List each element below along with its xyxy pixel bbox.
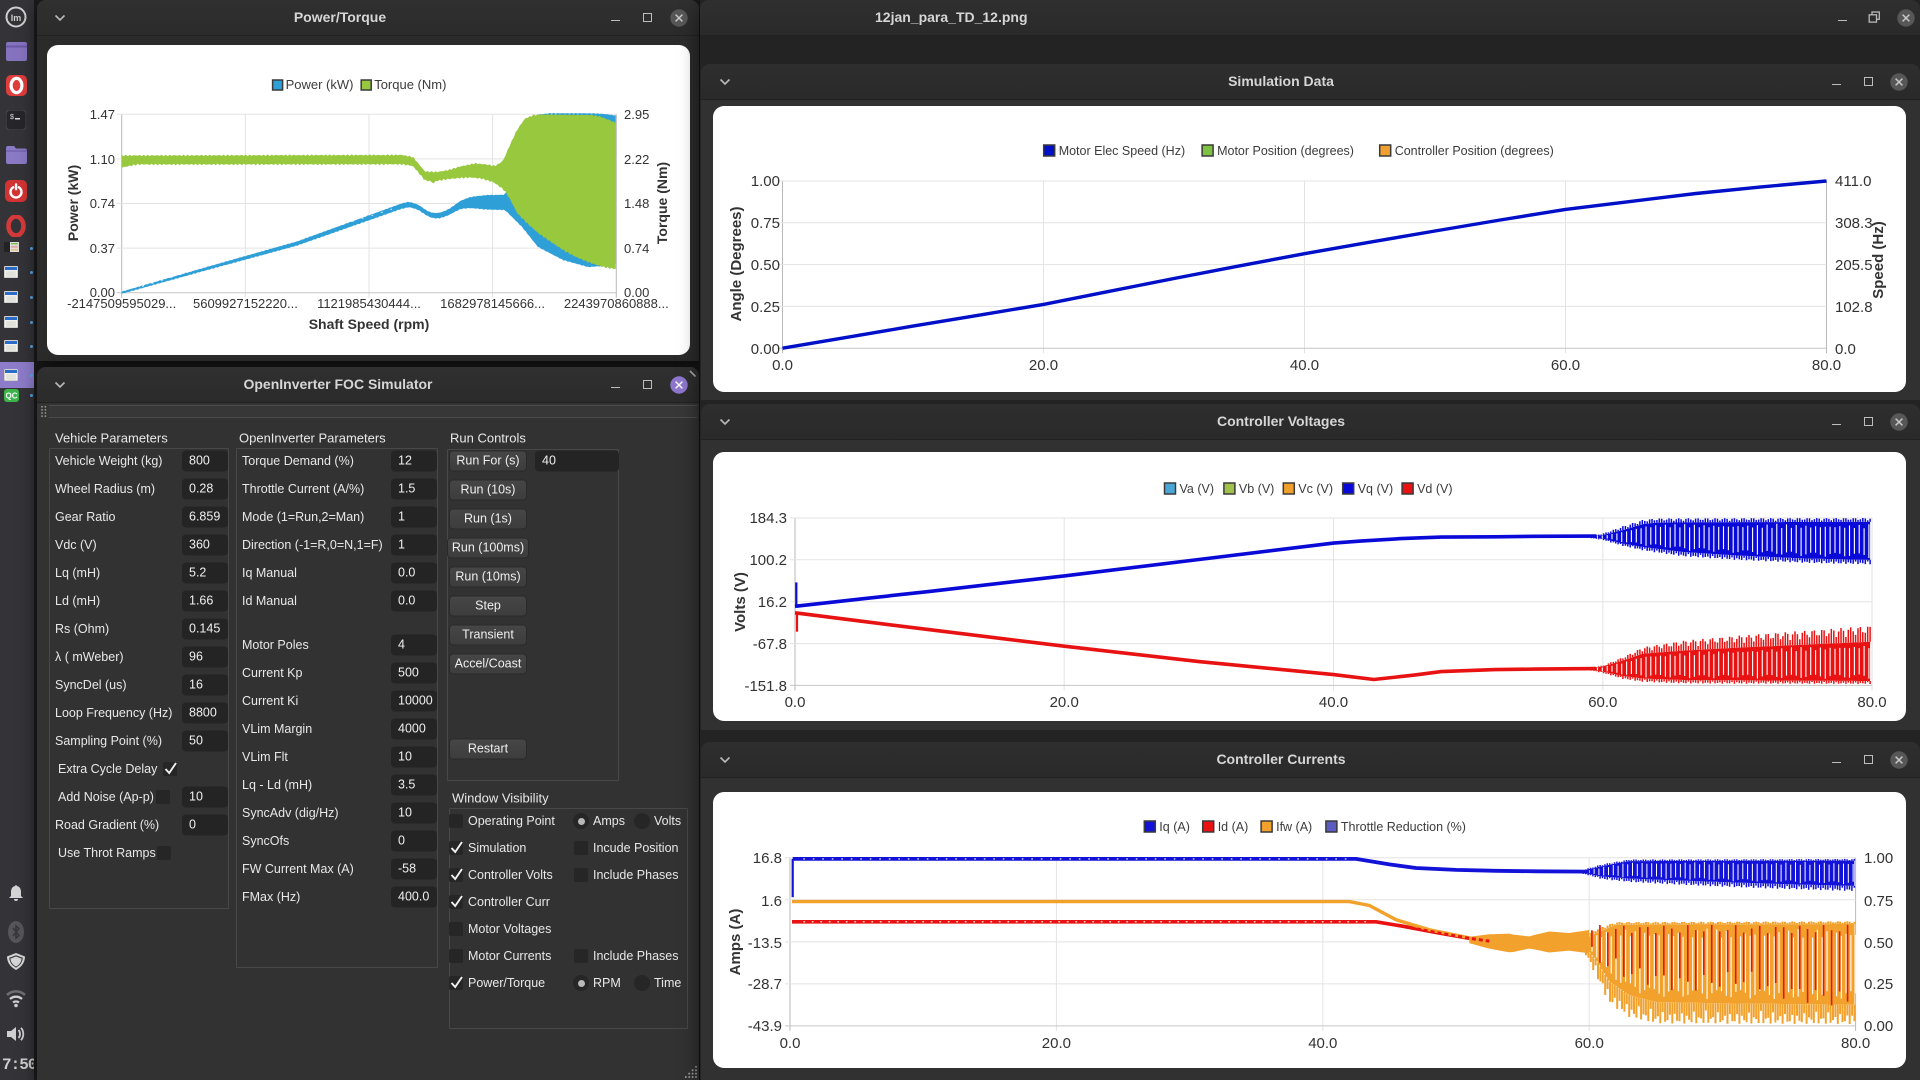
svg-text:1.00: 1.00 <box>751 173 780 190</box>
svg-text:Controller Position (degrees): Controller Position (degrees) <box>1395 144 1554 158</box>
svg-text:0.50: 0.50 <box>1864 935 1893 952</box>
svg-text:0.0: 0.0 <box>785 694 806 711</box>
svg-text:-13.5: -13.5 <box>748 935 782 952</box>
svg-text:1.00: 1.00 <box>1864 850 1893 867</box>
svg-text:Angle (Degrees): Angle (Degrees) <box>728 206 745 321</box>
svg-text:1.47: 1.47 <box>90 107 115 122</box>
svg-text:-67.8: -67.8 <box>753 636 787 653</box>
svg-text:Power (kW): Power (kW) <box>65 165 81 241</box>
svg-text:Iq (A): Iq (A) <box>1159 820 1190 834</box>
svg-text:Ifw (A): Ifw (A) <box>1276 820 1312 834</box>
svg-text:16.2: 16.2 <box>758 594 787 611</box>
svg-text:Vq (V): Vq (V) <box>1358 482 1393 496</box>
svg-text:0.25: 0.25 <box>751 299 780 316</box>
svg-text:102.8: 102.8 <box>1835 299 1873 316</box>
svg-text:0.00: 0.00 <box>1864 1018 1893 1035</box>
svg-text:184.3: 184.3 <box>749 510 787 527</box>
svg-text:205.5: 205.5 <box>1835 257 1873 274</box>
svg-text:80.0: 80.0 <box>1841 1035 1870 1052</box>
svg-text:20.0: 20.0 <box>1029 357 1058 374</box>
svg-text:20.0: 20.0 <box>1042 1035 1071 1052</box>
svg-text:1.10: 1.10 <box>90 152 115 167</box>
svg-text:0.50: 0.50 <box>751 257 780 274</box>
svg-text:Speed (Hz): Speed (Hz) <box>1870 221 1887 299</box>
svg-text:-43.9: -43.9 <box>748 1018 782 1035</box>
svg-text:1.6: 1.6 <box>761 893 782 910</box>
svg-text:40.0: 40.0 <box>1319 694 1348 711</box>
svg-text:0.0: 0.0 <box>772 357 793 374</box>
svg-text:Motor Position (degrees): Motor Position (degrees) <box>1217 144 1354 158</box>
svg-text:Motor Elec Speed (Hz): Motor Elec Speed (Hz) <box>1059 144 1185 158</box>
svg-text:60.0: 60.0 <box>1588 694 1617 711</box>
svg-text:-28.7: -28.7 <box>748 976 782 993</box>
svg-text:Torque (Nm): Torque (Nm) <box>374 77 446 92</box>
svg-text:Vb (V): Vb (V) <box>1239 482 1274 496</box>
svg-text:1682978145666...: 1682978145666... <box>440 296 545 311</box>
svg-text:0.0: 0.0 <box>1835 341 1856 358</box>
svg-text:Id (A): Id (A) <box>1218 820 1249 834</box>
svg-text:0.75: 0.75 <box>1864 893 1893 910</box>
svg-text:-151.8: -151.8 <box>744 678 787 695</box>
svg-text:2243970860888...: 2243970860888... <box>564 296 669 311</box>
svg-text:Amps (A): Amps (A) <box>727 909 744 976</box>
svg-text:Vd (V): Vd (V) <box>1417 482 1452 496</box>
svg-text:0.00: 0.00 <box>90 285 115 300</box>
svg-text:-2147509595029...: -2147509595029... <box>67 296 176 311</box>
svg-text:0.74: 0.74 <box>90 196 115 211</box>
svg-text:Throttle Reduction (%): Throttle Reduction (%) <box>1341 820 1466 834</box>
svg-text:Shaft Speed (rpm): Shaft Speed (rpm) <box>309 316 430 332</box>
svg-text:100.2: 100.2 <box>749 552 787 569</box>
svg-text:80.0: 80.0 <box>1812 357 1841 374</box>
svg-text:Va (V): Va (V) <box>1180 482 1215 496</box>
svg-text:80.0: 80.0 <box>1857 694 1886 711</box>
svg-text:Volts (V): Volts (V) <box>732 572 749 632</box>
svg-text:40.0: 40.0 <box>1308 1035 1337 1052</box>
svg-text:40.0: 40.0 <box>1290 357 1319 374</box>
svg-text:60.0: 60.0 <box>1551 357 1580 374</box>
svg-text:1121985430444...: 1121985430444... <box>317 296 421 311</box>
svg-text:0.00: 0.00 <box>751 341 780 358</box>
svg-text:5609927152220...: 5609927152220... <box>193 296 298 311</box>
svg-text:Torque (Nm): Torque (Nm) <box>654 162 670 244</box>
svg-text:QC: QC <box>6 392 18 401</box>
svg-text:2.22: 2.22 <box>624 152 649 167</box>
svg-text:0.0: 0.0 <box>780 1035 801 1052</box>
svg-text:Vc (V): Vc (V) <box>1298 482 1333 496</box>
svg-text:308.3: 308.3 <box>1835 215 1873 232</box>
svg-text:1.48: 1.48 <box>624 196 649 211</box>
svg-text:Power (kW): Power (kW) <box>286 77 354 92</box>
svg-text:0.25: 0.25 <box>1864 976 1893 993</box>
svg-text:0.37: 0.37 <box>90 241 115 256</box>
svg-text:0.75: 0.75 <box>751 215 780 232</box>
svg-text:0.74: 0.74 <box>624 241 649 256</box>
svg-text:$: $ <box>10 114 14 121</box>
svg-text:20.0: 20.0 <box>1050 694 1079 711</box>
svg-text:0.00: 0.00 <box>624 285 649 300</box>
svg-text:2.95: 2.95 <box>624 107 649 122</box>
svg-text:60.0: 60.0 <box>1575 1035 1604 1052</box>
svg-text:411.0: 411.0 <box>1835 173 1871 190</box>
svg-text:16.8: 16.8 <box>753 850 782 867</box>
svg-text:lm: lm <box>11 13 22 23</box>
